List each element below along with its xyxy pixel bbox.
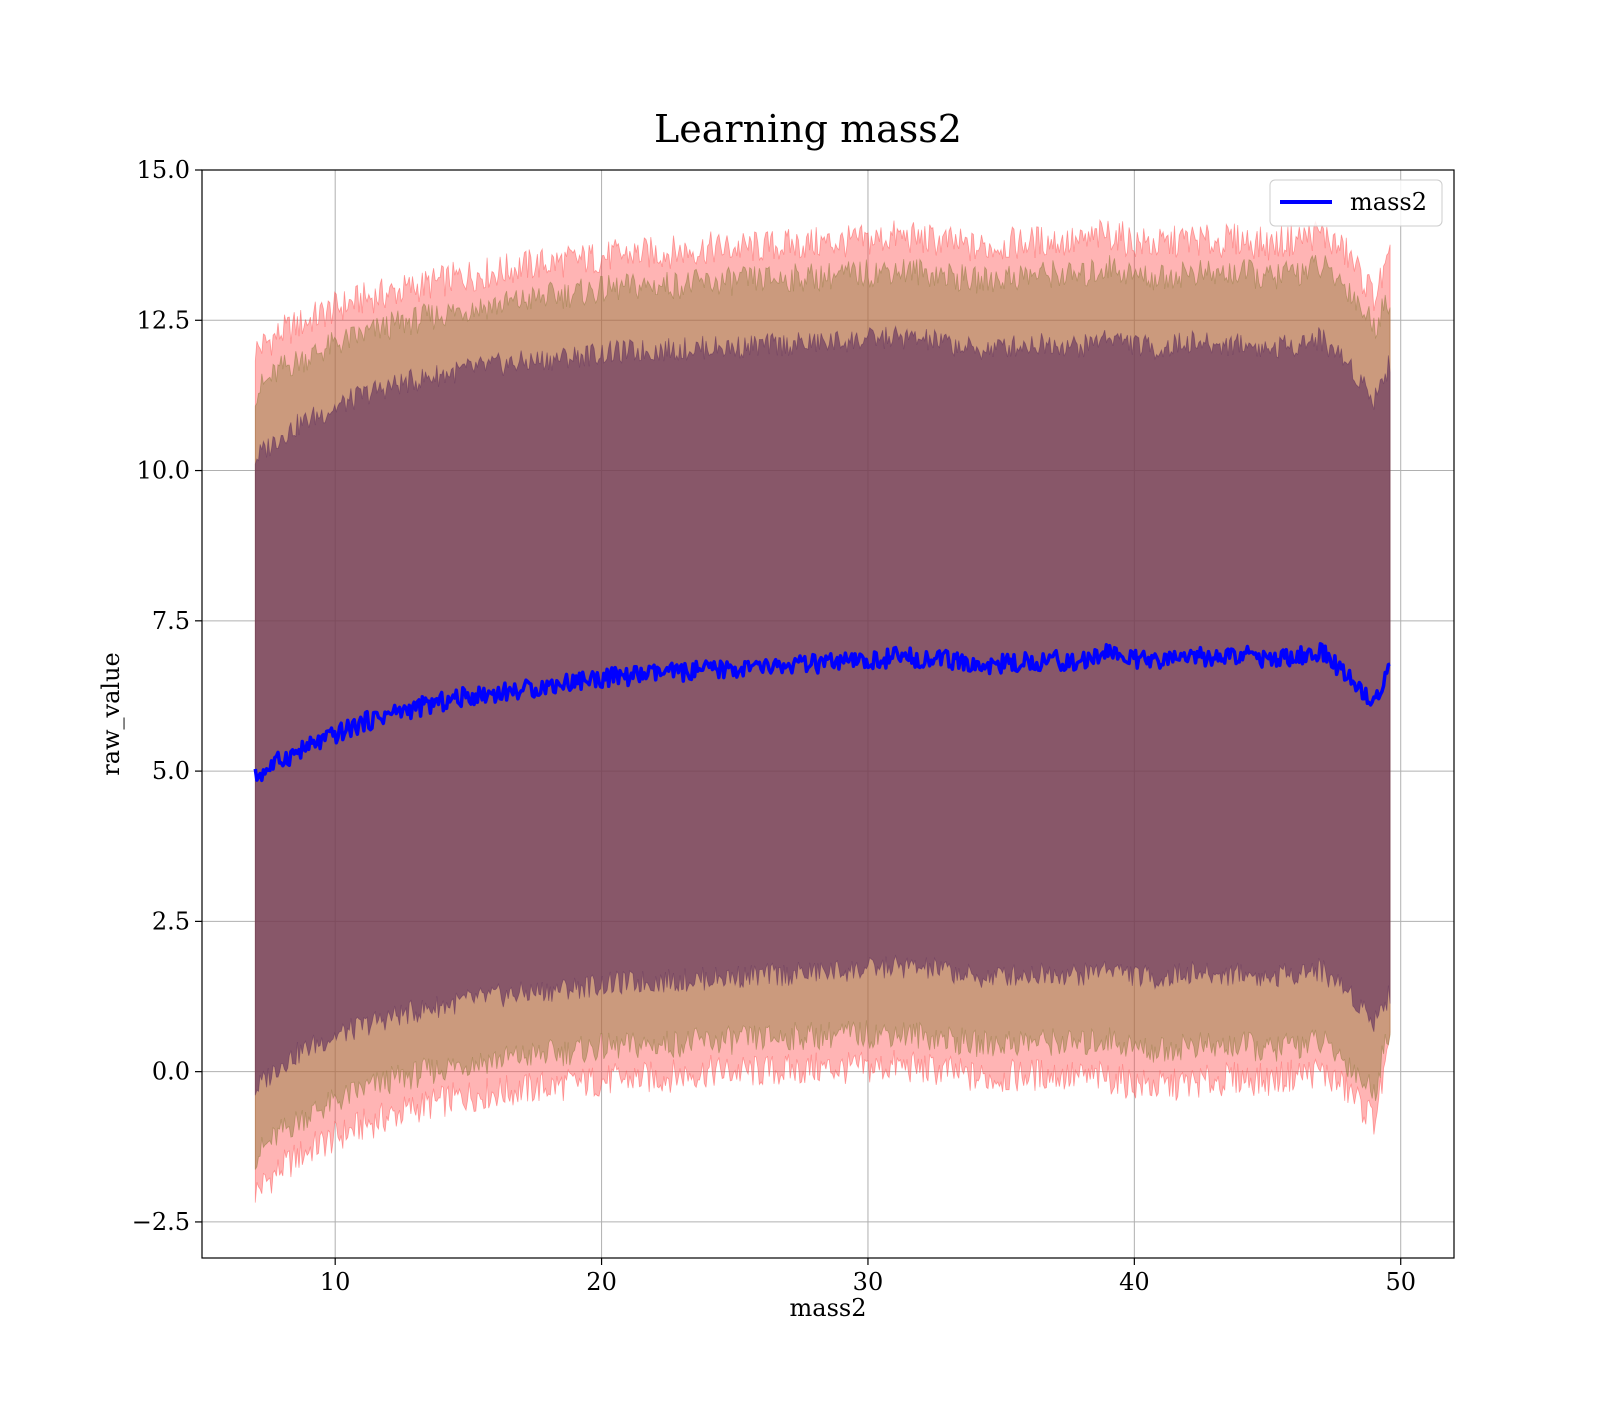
plot-frame — [201, 169, 1455, 1259]
legend: mass2 — [1269, 179, 1443, 227]
x-tick-label-1: 20 — [586, 1268, 617, 1296]
y-tick-label-5: 10.0 — [137, 457, 190, 485]
y-tick-label-7: 15.0 — [137, 156, 190, 184]
x-axis-ticks: 10 20 30 40 50 — [320, 1258, 1416, 1296]
y-tick-label-6: 12.5 — [137, 306, 190, 334]
y-tick-label-1: 0.0 — [152, 1058, 190, 1086]
y-axis-label: raw_value — [97, 652, 125, 776]
x-tick-label-0: 10 — [320, 1268, 351, 1296]
series-lines — [253, 642, 1391, 783]
legend-box — [1269, 179, 1443, 227]
x-axis-label: mass2 — [790, 1294, 867, 1322]
chart-title: Learning mass2 — [654, 107, 962, 151]
x-tick-label-3: 40 — [1119, 1268, 1150, 1296]
y-tick-label-4: 7.5 — [152, 607, 190, 635]
confidence-bands — [254, 218, 1391, 1203]
y-axis-ticks: −2.5 0.0 2.5 5.0 7.5 10.0 12.5 15.0 — [132, 156, 202, 1236]
legend-label-mass2: mass2 — [1350, 188, 1427, 216]
x-tick-label-2: 30 — [853, 1268, 884, 1296]
band-inner — [254, 325, 1391, 1096]
series-line-mass2 — [253, 642, 1391, 783]
y-tick-label-3: 5.0 — [152, 757, 190, 785]
y-tick-label-2: 2.5 — [152, 907, 190, 935]
x-tick-label-4: 50 — [1385, 1268, 1416, 1296]
y-tick-label-0: −2.5 — [132, 1208, 190, 1236]
